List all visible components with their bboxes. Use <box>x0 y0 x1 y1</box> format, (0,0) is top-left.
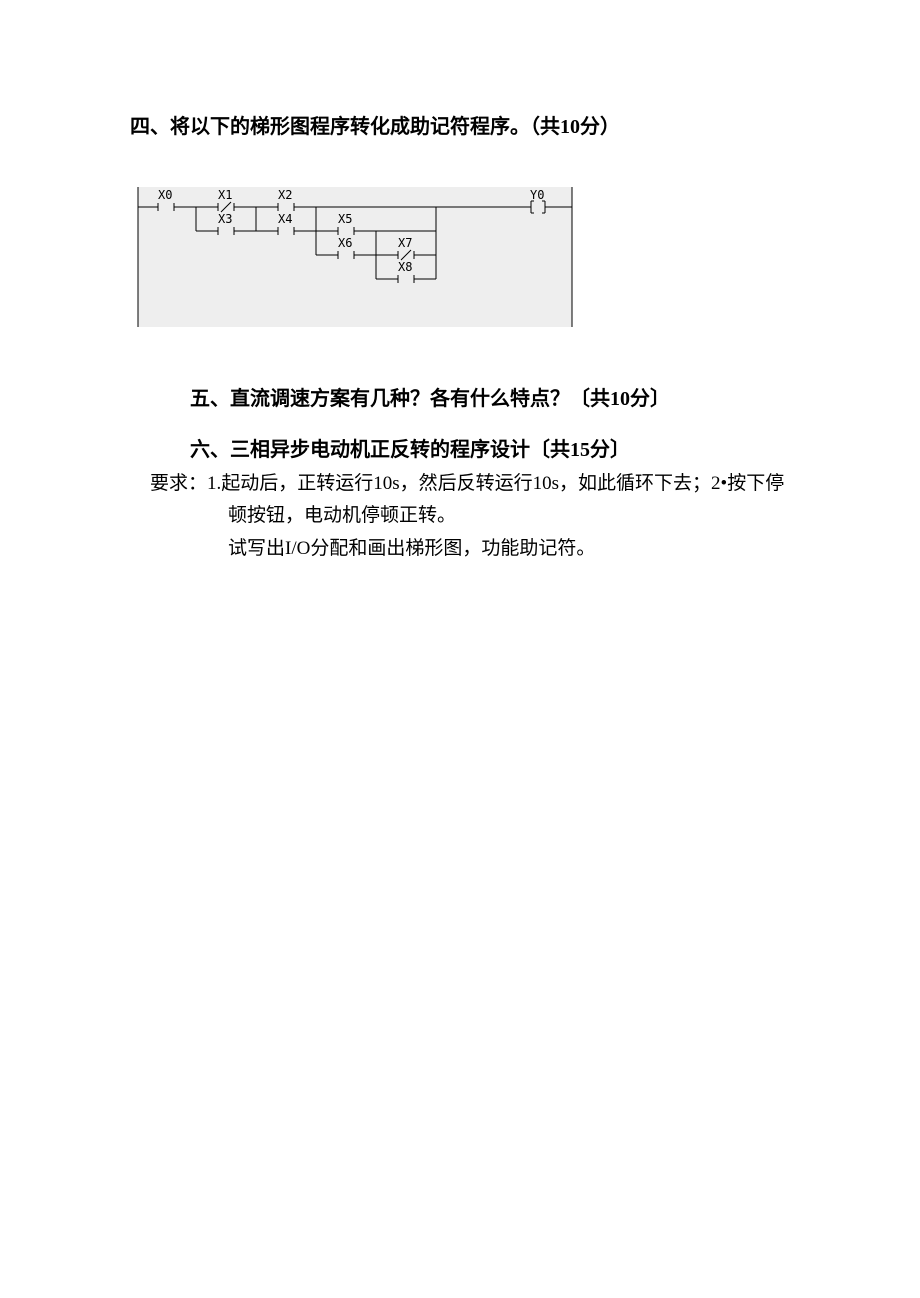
section5-title: 五、直流调速方案有几种？各有什么特点？〔共10分〕 <box>190 382 800 411</box>
svg-text:X1: X1 <box>218 188 232 202</box>
req-line-3: 试写出I/O分配和画出梯形图，功能助记符。 <box>150 533 800 565</box>
svg-text:X5: X5 <box>338 212 352 226</box>
req-line-2: 顿按钮，电动机停顿正转。 <box>150 500 800 532</box>
section4-title: 四、将以下的梯形图程序转化成助记符程序。（共10分） <box>130 110 800 139</box>
svg-text:X6: X6 <box>338 236 352 250</box>
svg-text:X7: X7 <box>398 236 412 250</box>
svg-text:X2: X2 <box>278 188 292 202</box>
svg-text:X3: X3 <box>218 212 232 226</box>
svg-text:X0: X0 <box>158 188 172 202</box>
svg-text:X8: X8 <box>398 260 412 274</box>
ladder-svg: X0 X1 X2 Y0 X3 X4 X5 X6 X7 X8 <box>130 177 580 337</box>
ladder-diagram: X0 X1 X2 Y0 X3 X4 X5 X6 X7 X8 <box>130 177 800 342</box>
section6-title: 六、三相异步电动机正反转的程序设计〔共15分〕 <box>190 433 800 462</box>
svg-text:X4: X4 <box>278 212 292 226</box>
req-line-1: 要求：1.起动后，正转运行10s，然后反转运行10s，如此循环下去；2•按下停 <box>150 468 800 500</box>
svg-text:Y0: Y0 <box>530 188 544 202</box>
